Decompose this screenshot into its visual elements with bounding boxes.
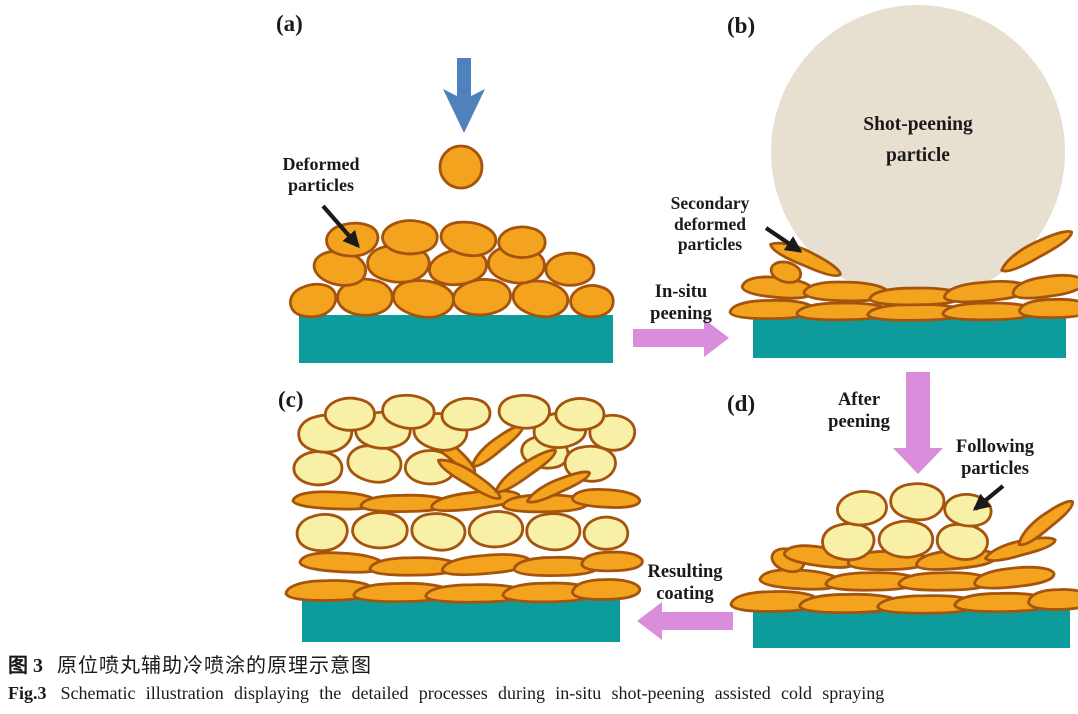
coating-particles bbox=[284, 392, 644, 604]
panel-c-graphics bbox=[284, 392, 644, 642]
following-particles-label: Following particles bbox=[955, 437, 1035, 479]
panel-a-graphics bbox=[286, 58, 615, 363]
caption-english: Fig.3 Schematic illustration displaying t… bbox=[8, 683, 885, 703]
substrate-a bbox=[299, 315, 613, 363]
panel-c-letter: (c) bbox=[278, 387, 304, 412]
substrate-c bbox=[302, 597, 620, 642]
panel-d-letter: (d) bbox=[727, 391, 756, 416]
sphere-speckle-texture bbox=[771, 5, 1065, 299]
deformed-particle-pile bbox=[286, 217, 615, 323]
figure-number-zh: 图 3 bbox=[8, 655, 43, 677]
substrate-d bbox=[753, 608, 1070, 648]
in-situ-peening-arrow bbox=[633, 319, 729, 357]
diagram-canvas bbox=[284, 5, 1078, 648]
following-callout-arrow bbox=[972, 484, 1005, 511]
resulting-coating-arrow bbox=[637, 602, 733, 640]
following-particles bbox=[820, 482, 994, 563]
resulting-coating-label: Resulting coating bbox=[647, 562, 723, 604]
deformed-callout-arrow bbox=[321, 204, 360, 249]
deformed-particles-label: Deformed particles bbox=[282, 154, 360, 196]
in-situ-peening-label: In-situ peening bbox=[650, 282, 712, 324]
after-peening-arrow bbox=[893, 372, 943, 474]
impact-direction-arrow bbox=[443, 58, 485, 133]
panel-d-graphics bbox=[729, 482, 1078, 648]
secondary-callout-arrow bbox=[764, 226, 803, 253]
panel-b-letter: (b) bbox=[727, 13, 756, 38]
figure-number-en: Fig.3 bbox=[8, 683, 47, 703]
panel-b-graphics bbox=[728, 5, 1078, 358]
panel-a-letter: (a) bbox=[276, 11, 303, 36]
incoming-particle bbox=[438, 144, 484, 190]
caption-chinese: 图 3 原位喷丸辅助冷喷涂的原理示意图 bbox=[8, 655, 372, 677]
substrate-b bbox=[753, 316, 1066, 358]
after-peening-label: After peening bbox=[828, 390, 890, 432]
shot-peening-particle-label: Shot-peening particle bbox=[863, 114, 973, 167]
secondary-deformed-particles-label: Secondary deformed particles bbox=[670, 193, 750, 255]
